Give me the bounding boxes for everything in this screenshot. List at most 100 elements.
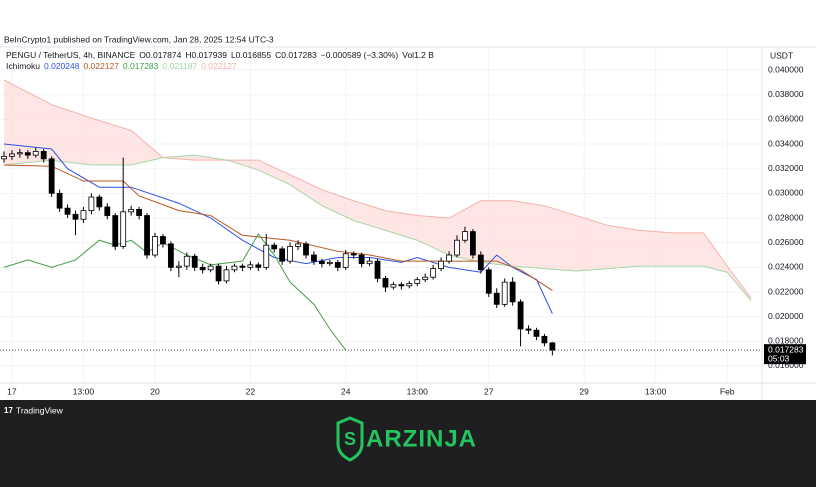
change: −0.000589 (−3.30%): [321, 50, 399, 60]
candle-body: [16, 152, 23, 155]
candle-body: [1, 155, 7, 160]
candle-body: [303, 243, 309, 256]
candle-body: [398, 284, 405, 287]
candle-body: [191, 255, 198, 268]
high: H0.017939: [185, 50, 227, 60]
x-tick-label: 13:00: [407, 386, 429, 396]
candle-body: [207, 265, 214, 271]
candle-body: [358, 254, 365, 265]
candle-body: [183, 255, 190, 267]
price-tag: 0.017283 05:03: [764, 344, 806, 365]
low: L0.016855: [231, 50, 271, 60]
candle-body: [144, 215, 150, 256]
candle-body: [167, 243, 174, 268]
indicator-value: 0.017283: [123, 61, 159, 71]
candle-body: [24, 152, 31, 156]
candle-body: [56, 192, 63, 209]
x-tick-label: 24: [341, 386, 351, 396]
y-tick-label: 0.026000: [768, 237, 804, 247]
candle-body: [239, 265, 246, 268]
candle-body: [334, 262, 341, 268]
logo-shield: [336, 416, 364, 462]
indicator-value: 0.020248: [44, 61, 80, 71]
y-tick-label: 0.028000: [768, 212, 804, 222]
symbol: PENGU / TetherUS, 4h, BINANCE: [6, 50, 136, 60]
y-tick-label: 0.024000: [768, 262, 804, 272]
y-tick-label: 0.022000: [768, 286, 804, 296]
candle-body: [454, 239, 460, 256]
x-tick-label: 22: [246, 386, 256, 396]
candle-body: [430, 268, 437, 278]
candle-body: [40, 151, 47, 160]
candle-body: [390, 284, 397, 288]
y-tick-label: 0.018000: [768, 336, 804, 346]
candle-body: [175, 265, 182, 268]
candle-body: [199, 266, 206, 271]
candle-body: [136, 208, 142, 216]
candle-body: [247, 264, 254, 268]
candle-body: [318, 260, 325, 265]
candle-body: [501, 281, 508, 305]
candle-body: [287, 245, 293, 262]
candle-body: [462, 231, 468, 241]
price-tag-box: [764, 344, 806, 365]
candle-body: [160, 236, 166, 245]
candle-body: [326, 262, 333, 265]
x-tick-label: 17: [7, 386, 17, 396]
cloud-span-a: [3, 154, 752, 301]
open: O0.017874: [139, 50, 181, 60]
candle-body: [96, 196, 103, 208]
logo-text: ARZINJA: [366, 425, 477, 452]
candle-body: [152, 236, 158, 256]
cloud-fill: [3, 79, 752, 301]
candle-body: [271, 244, 278, 250]
candle-body: [509, 281, 516, 303]
y-tick-label: 0.034000: [768, 138, 804, 148]
candle-body: [493, 292, 500, 305]
candle-body: [422, 276, 429, 281]
candle-body: [295, 243, 301, 247]
indicator-line: Ichimoku 0.020248 0.022127 0.017283 0.021187…: [6, 61, 237, 71]
candle-body: [120, 211, 127, 247]
y-tick-label: 0.032000: [768, 163, 804, 173]
candle-body: [366, 260, 373, 265]
chart: BeInCrypto1 published on TradingView.com…: [0, 0, 816, 400]
price-tag-price: 0.017283: [768, 344, 804, 354]
x-tick-label: Feb: [720, 386, 735, 396]
currency: USDT: [770, 50, 793, 60]
candle-body: [374, 260, 381, 279]
candle-body: [525, 328, 532, 331]
x-tick-label: 27: [484, 386, 494, 396]
candle-body: [255, 264, 262, 268]
x-tick-label: 29: [579, 386, 589, 396]
indicator: Ichimoku: [6, 61, 40, 71]
symbol-line: PENGU / TetherUS, 4h, BINANCE O0.017874 H0…: [6, 50, 434, 60]
candle-body: [104, 206, 111, 216]
indicator-value: 0.022127: [83, 61, 119, 71]
candle-body: [311, 254, 317, 262]
candle-body: [88, 196, 95, 212]
close: C0.017283: [275, 50, 317, 60]
y-tick-label: 0.038000: [768, 89, 804, 99]
candle-body: [48, 158, 55, 194]
volume: Vol1.2 B: [402, 50, 434, 60]
logo-mark: S: [344, 429, 356, 449]
published-note: BeInCrypto1 published on TradingView.com…: [4, 34, 274, 44]
candle-body: [438, 260, 445, 269]
candle-body: [231, 265, 238, 271]
candle-body: [342, 253, 349, 268]
indicator-value: 0.022127: [201, 61, 237, 71]
candle-body: [382, 278, 389, 288]
y-tick-label: 0.036000: [768, 114, 804, 124]
candle-body: [549, 342, 556, 351]
candle-body: [446, 254, 452, 262]
x-tick-label: 20: [150, 386, 160, 396]
tv-brand: TradingView: [16, 405, 64, 415]
candle-body: [414, 279, 421, 284]
candle-body: [406, 282, 413, 287]
candle-body: [541, 335, 548, 344]
candle-body: [9, 153, 15, 157]
x-tick-label: 13:00: [645, 386, 667, 396]
y-tick-label: 0.016000: [768, 360, 804, 370]
